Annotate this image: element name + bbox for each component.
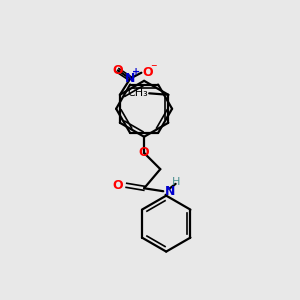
Text: O: O (143, 66, 154, 79)
Text: H: H (172, 177, 181, 187)
Text: ⁻: ⁻ (150, 62, 157, 75)
Text: O: O (112, 179, 123, 192)
Text: O: O (112, 64, 123, 77)
Text: O: O (139, 146, 149, 159)
Text: CH₃: CH₃ (127, 88, 148, 98)
Text: N: N (165, 185, 175, 198)
Text: N: N (125, 71, 135, 85)
Text: +: + (132, 67, 140, 77)
